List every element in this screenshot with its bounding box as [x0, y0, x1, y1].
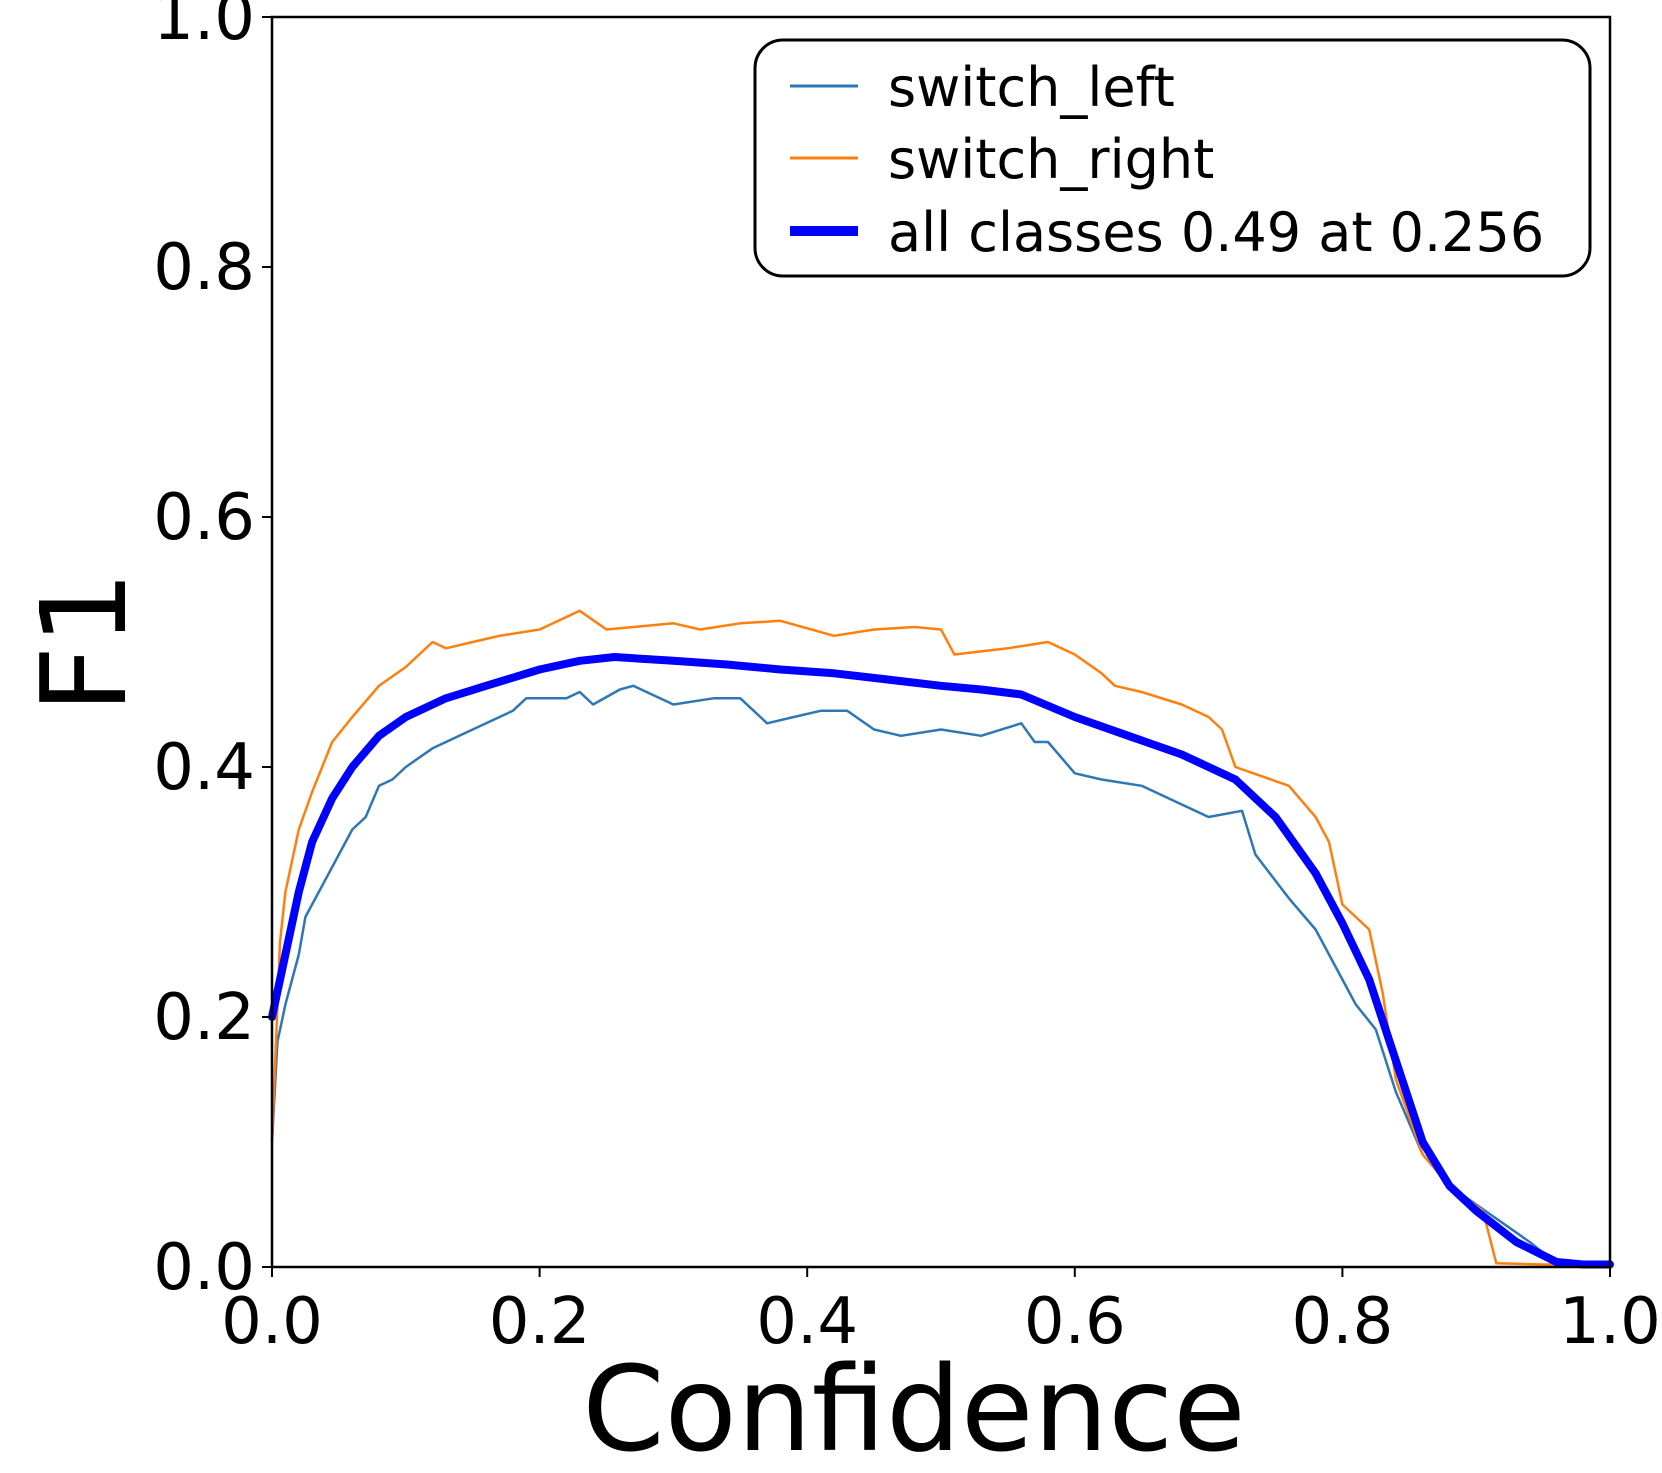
series-line-0 — [270, 684, 1612, 1266]
x-tick-label: 0.6 — [1024, 1285, 1126, 1359]
plot-lines — [268, 609, 1614, 1269]
y-tick-label: 0.8 — [153, 231, 255, 305]
x-tick-label: 0.8 — [1292, 1285, 1394, 1359]
plot-frame — [270, 15, 1612, 1269]
y-axis-title: F1 — [15, 571, 153, 714]
series-line-2 — [268, 653, 1614, 1269]
y-tick-label: 1.0 — [153, 0, 255, 55]
legend-label-switch-right: switch_right — [888, 128, 1214, 191]
legend-label-switch-left: switch_left — [888, 56, 1175, 119]
x-tick-label: 1.0 — [1559, 1285, 1661, 1359]
axis-ticks: 0.0 0.2 0.4 0.6 0.8 1.0 0.0 0.2 0.4 0.6 0.8 1.0 — [153, 0, 1661, 1359]
y-tick-label: 0.2 — [153, 981, 255, 1055]
legend-box — [753, 38, 1592, 278]
y-tick-label: 0.4 — [153, 731, 255, 805]
x-tick-label: 0.2 — [489, 1285, 591, 1359]
y-tick-label: 0.0 — [153, 1231, 255, 1305]
x-tick-label: 0.0 — [221, 1285, 323, 1359]
legend-label-all-classes: all classes 0.49 at 0.256 — [888, 201, 1544, 264]
y-tick-label: 0.6 — [153, 481, 255, 555]
x-tick-label: 0.4 — [756, 1285, 858, 1359]
legend: switch_left switch_right all classes 0.4… — [753, 38, 1592, 278]
x-axis-title: Confidence — [582, 1340, 1245, 1473]
series-line-1 — [270, 609, 1612, 1266]
